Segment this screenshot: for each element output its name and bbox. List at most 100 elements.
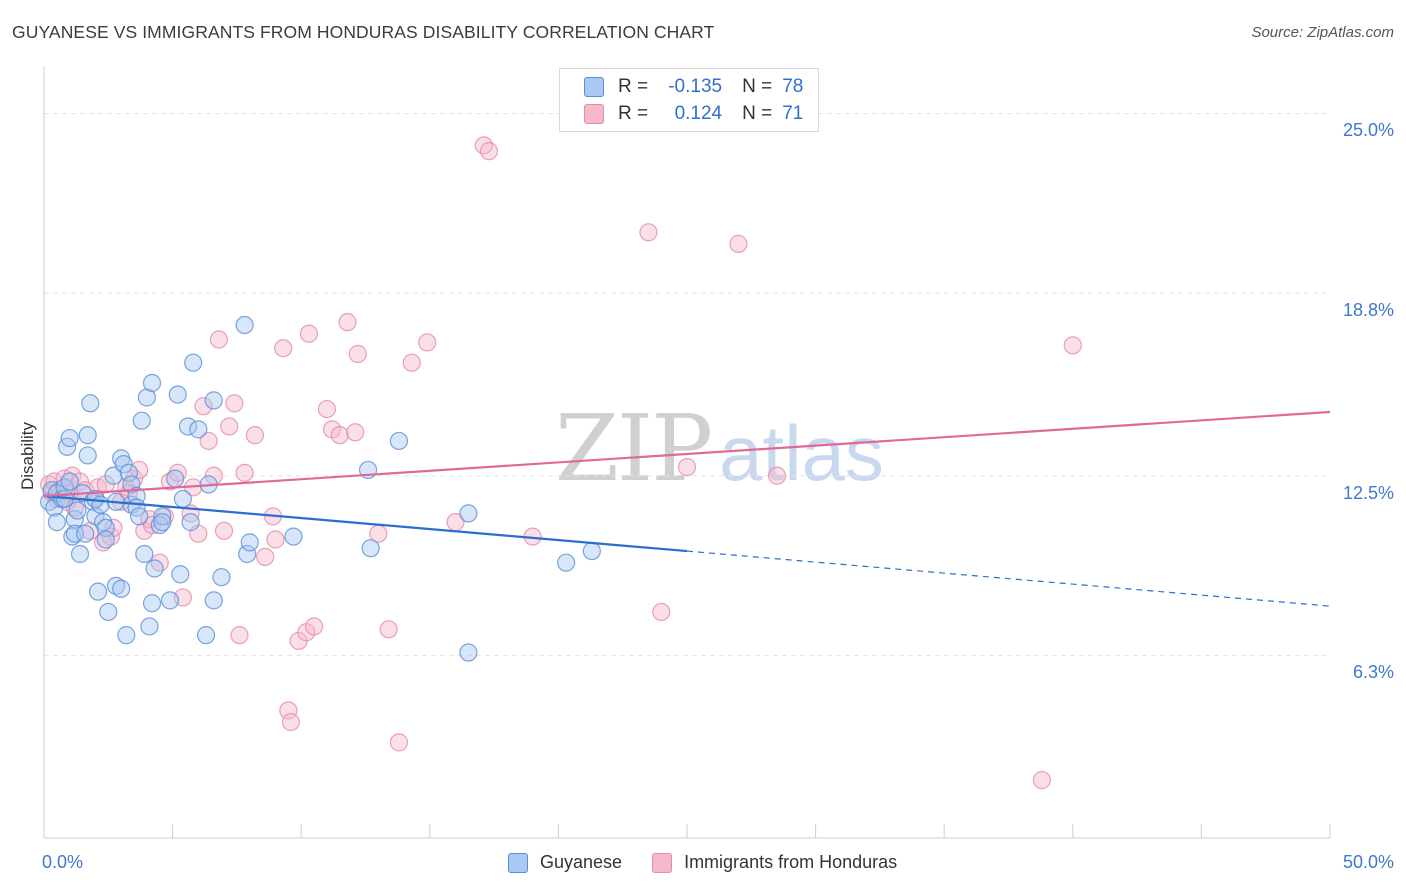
- guyanese-point: [91, 495, 110, 514]
- series-legend: Guyanese Immigrants from Honduras: [508, 852, 927, 873]
- guyanese-point: [122, 475, 141, 494]
- honduras-point: [652, 602, 671, 622]
- guyanese-point: [78, 446, 97, 465]
- guyanese-trend-line: [43, 494, 688, 553]
- honduras-point: [402, 353, 421, 372]
- guyanese-point: [184, 353, 203, 372]
- legend-swatch-pink: [584, 104, 604, 124]
- honduras-point: [1063, 336, 1082, 355]
- guyanese-point: [459, 643, 478, 662]
- guyanese-point: [178, 417, 198, 436]
- honduras-point: [245, 426, 265, 445]
- guyanese-point: [135, 544, 154, 564]
- honduras-point: [767, 466, 787, 485]
- honduras-point: [220, 417, 239, 436]
- guyanese-point: [99, 602, 118, 622]
- guyanese-point: [196, 626, 216, 645]
- legend-swatch-blue: [508, 852, 528, 873]
- legend-n-label: N =: [742, 76, 773, 97]
- guyanese-point: [557, 553, 576, 572]
- honduras-point: [1032, 770, 1052, 790]
- guyanese-point: [582, 541, 601, 561]
- guyanese-point: [114, 455, 133, 474]
- honduras-point: [317, 399, 337, 419]
- honduras-point: [389, 733, 409, 752]
- guyanese-point: [240, 533, 259, 552]
- honduras-point: [677, 457, 697, 477]
- guyanese-point: [145, 559, 164, 578]
- legend-n-value: 78: [782, 76, 804, 97]
- guyanese-point: [140, 617, 159, 636]
- honduras-point: [729, 234, 748, 253]
- guyanese-point: [235, 315, 254, 335]
- honduras-point: [81, 521, 100, 540]
- source-credit: Source: ZipAtlas.com: [1251, 24, 1394, 41]
- y-axis-title: Disability: [18, 421, 37, 491]
- honduras-point: [225, 394, 244, 413]
- legend-row-honduras: R = 0.124 N = 71: [584, 102, 803, 126]
- guyanese-point: [361, 539, 380, 558]
- correlation-legend: R = -0.135 N = 78 R = 0.124 N = 71: [559, 68, 819, 132]
- legend-item-guyanese: Guyanese: [508, 852, 622, 873]
- guyanese-point: [173, 489, 192, 509]
- guyanese-point: [168, 385, 187, 404]
- honduras-point: [235, 463, 254, 482]
- honduras-point: [209, 330, 228, 349]
- legend-n-label: N =: [742, 103, 773, 124]
- legend-swatch-blue: [584, 77, 604, 97]
- honduras-point: [256, 547, 275, 566]
- guyanese-point: [204, 391, 223, 410]
- legend-label: Immigrants from Honduras: [684, 852, 898, 872]
- legend-item-honduras: Immigrants from Honduras: [652, 852, 897, 873]
- legend-row-guyanese: R = -0.135 N = 78: [584, 75, 803, 99]
- guyanese-point: [171, 565, 190, 584]
- honduras-point: [338, 313, 357, 332]
- legend-swatch-pink: [652, 852, 673, 873]
- legend-r-value: -0.135: [668, 76, 723, 97]
- x-tick-label-max: 50.0%: [1342, 852, 1394, 872]
- guyanese-point: [284, 527, 303, 546]
- y-tick-label: 18.8%: [1342, 300, 1394, 321]
- guyanese-point: [55, 478, 74, 497]
- honduras-point: [194, 397, 213, 416]
- honduras-point: [379, 620, 398, 639]
- guyanese-point: [60, 428, 79, 448]
- guyanese-point: [132, 411, 151, 430]
- honduras-point: [281, 712, 301, 732]
- guyanese-point: [137, 388, 156, 407]
- guyanese-point: [204, 591, 223, 610]
- chart-title: GUYANESE VS IMMIGRANTS FROM HONDURAS DIS…: [12, 22, 715, 42]
- honduras-trend-line: [43, 410, 1331, 498]
- legend-r-value: 0.124: [674, 103, 723, 124]
- guyanese-point: [78, 426, 97, 445]
- honduras-point: [346, 423, 365, 442]
- guyanese-point: [70, 544, 90, 564]
- honduras-point: [639, 223, 658, 242]
- guyanese-point: [81, 394, 100, 413]
- guyanese-point: [88, 582, 108, 601]
- guyanese-point: [96, 530, 115, 549]
- legend-label: Guyanese: [540, 852, 623, 872]
- honduras-point: [474, 136, 493, 155]
- guyanese-point: [160, 591, 180, 610]
- honduras-point: [304, 617, 324, 636]
- guyanese-point: [130, 507, 149, 526]
- guyanese-point: [117, 626, 136, 645]
- honduras-point: [279, 701, 298, 720]
- honduras-point: [266, 530, 285, 549]
- guyanese-point: [65, 524, 84, 543]
- guyanese-point: [106, 576, 126, 595]
- honduras-point: [150, 553, 169, 572]
- guyanese-trend-extension: [686, 550, 1331, 607]
- guyanese-point: [212, 568, 231, 587]
- guyanese-point: [76, 524, 95, 543]
- guyanese-point: [166, 469, 185, 488]
- honduras-point: [479, 142, 499, 161]
- legend-r-label: R =: [618, 103, 649, 124]
- guyanese-point: [104, 466, 123, 485]
- guyanese-point: [459, 504, 478, 523]
- honduras-point: [418, 333, 437, 352]
- guyanese-point: [153, 507, 172, 526]
- y-tick-label: 12.5%: [1342, 482, 1394, 503]
